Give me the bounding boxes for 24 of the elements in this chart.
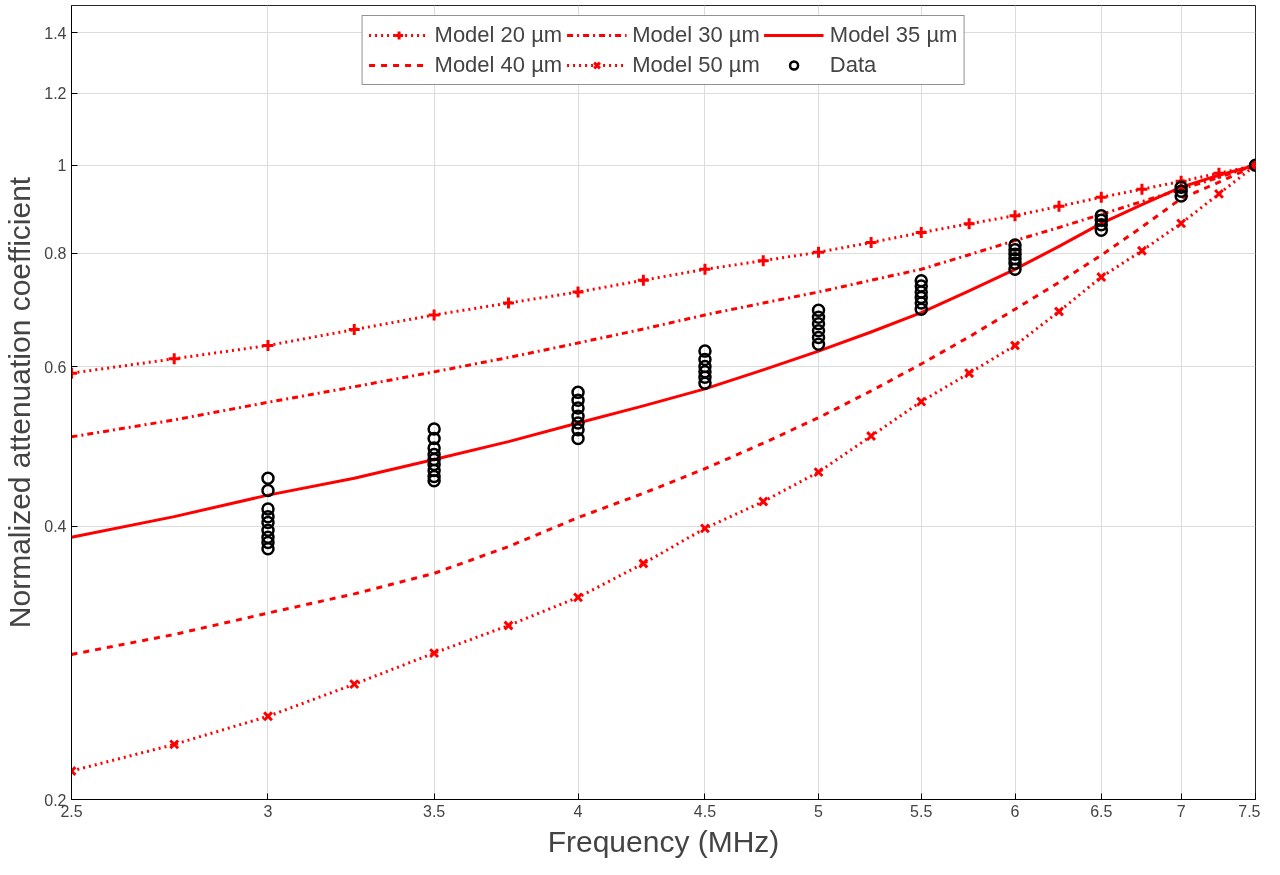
x-tick-label: 6.5 [1090, 802, 1113, 820]
x-tick-label: 5.5 [910, 802, 933, 820]
x-tick-label: 3 [263, 802, 273, 820]
y-tick-label: 0.4 [44, 518, 67, 536]
x-tick-label: 7.5 [1238, 802, 1261, 820]
x-tick-label: 4.5 [693, 802, 717, 820]
y-tick-label: 1 [57, 157, 67, 175]
y-tick-label: 0.8 [44, 245, 67, 263]
y-axis-title: Normalized attenuation coefficient [3, 176, 37, 629]
x-axis-title: Frequency (MHz) [547, 824, 780, 858]
legend-label: Model 30 µm [632, 22, 760, 48]
x-tick-label: 3.5 [423, 802, 446, 820]
legend-label: Model 50 µm [632, 52, 760, 78]
legend-label: Model 35 µm [829, 22, 958, 48]
y-tick-label: 1.4 [44, 24, 67, 42]
legend-label: Data [829, 52, 877, 78]
x-tick-label: 7 [1176, 802, 1186, 820]
legend-label: Model 20 µm [434, 22, 563, 48]
x-tick-label: 5 [814, 802, 824, 820]
y-tick-label: 1.2 [44, 85, 67, 103]
x-tick-label: 4 [573, 802, 583, 820]
y-tick-label: 0.6 [44, 358, 67, 376]
x-tick-label: 6 [1010, 802, 1020, 820]
legend-label: Model 40 µm [434, 52, 563, 78]
